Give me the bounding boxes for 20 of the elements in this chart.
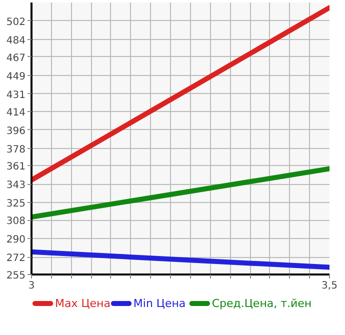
legend-label: Min Цена: [133, 297, 186, 310]
legend-label: Max Цена: [54, 297, 110, 310]
y-tick-label: 502: [6, 16, 26, 28]
y-tick-label: 378: [6, 144, 26, 156]
y-tick-label: 290: [6, 234, 26, 246]
y-tick-label: 308: [6, 216, 26, 228]
legend-label: Сред.Цена, т.йен: [212, 297, 312, 310]
y-tick-label: 325: [6, 198, 26, 210]
y-tick-label: 343: [6, 180, 26, 192]
y-tick-label: 484: [6, 35, 26, 46]
y-tick-label: 255: [6, 270, 26, 282]
y-tick-label: 449: [6, 71, 26, 82]
x-tick-label: 3,5: [322, 280, 338, 292]
y-tick-label: 467: [6, 52, 26, 64]
y-tick-label: 431: [6, 90, 26, 101]
y-tick-label: 272: [6, 253, 26, 264]
x-tick-label: 3: [28, 280, 35, 292]
y-tick-label: 414: [6, 107, 26, 118]
y-tick-label: 396: [6, 126, 26, 137]
y-tick-label: 361: [6, 162, 26, 173]
